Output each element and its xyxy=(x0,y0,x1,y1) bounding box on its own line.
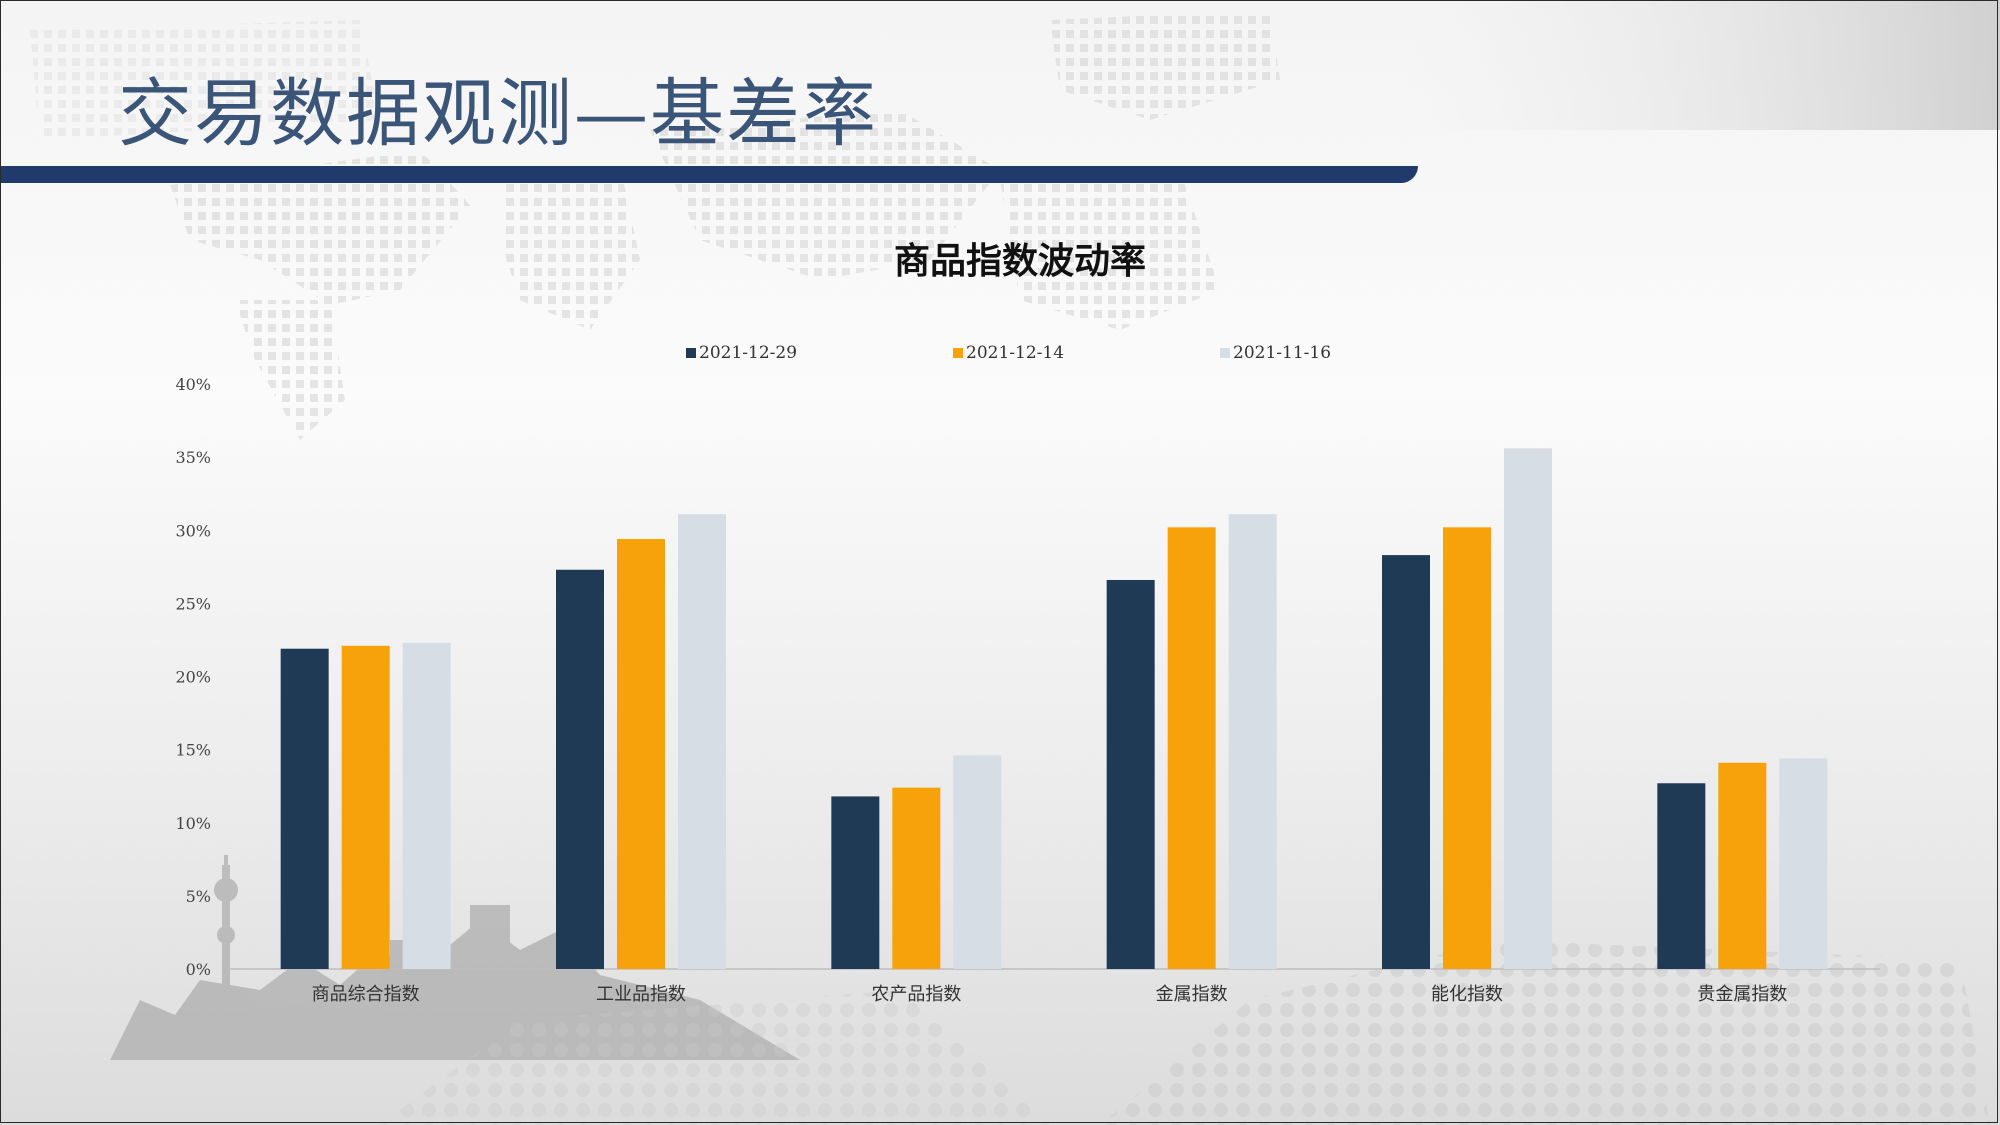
bar xyxy=(1167,527,1216,969)
y-tick-label: 35% xyxy=(175,448,211,467)
legend-item-series-2: 2021-12-14 xyxy=(953,342,1064,364)
x-tick-label: 农产品指数 xyxy=(871,984,961,1005)
y-tick-label: 15% xyxy=(175,741,211,760)
bar xyxy=(556,569,604,969)
x-tick-label: 贵金属指数 xyxy=(1697,984,1787,1005)
legend-swatch-series-1 xyxy=(686,348,696,358)
title-underline-bar xyxy=(0,166,1418,183)
legend-swatch-series-2 xyxy=(953,348,963,358)
y-tick-label: 0% xyxy=(186,960,211,979)
legend-item-series-1: 2021-12-29 xyxy=(686,342,797,364)
y-tick-label: 10% xyxy=(175,814,211,833)
bar xyxy=(831,796,880,969)
bar xyxy=(953,755,1002,969)
bar xyxy=(1106,579,1155,969)
legend-item-series-3: 2021-11-16 xyxy=(1220,342,1331,364)
bar xyxy=(1382,555,1430,969)
world-map-dots xyxy=(30,10,1280,440)
y-tick-label: 5% xyxy=(186,887,211,906)
bar xyxy=(280,648,329,969)
bar xyxy=(1443,527,1491,969)
bar xyxy=(341,645,390,969)
x-tick-label: 能化指数 xyxy=(1431,984,1503,1005)
bar xyxy=(1504,448,1552,970)
bar xyxy=(402,642,451,969)
y-tick-label: 30% xyxy=(175,521,211,540)
bar xyxy=(1779,758,1828,969)
bar xyxy=(617,539,665,969)
legend-label-series-2: 2021-12-14 xyxy=(966,343,1065,363)
slide-title: 交易数据观测—基差率 xyxy=(118,71,878,157)
x-tick-label: 金属指数 xyxy=(1156,984,1228,1005)
chart-title: 商品指数波动率 xyxy=(893,241,1146,282)
x-tick-label: 商品综合指数 xyxy=(312,984,420,1005)
bar xyxy=(1657,783,1706,969)
legend-label-series-1: 2021-12-29 xyxy=(699,343,798,363)
bar xyxy=(892,787,941,969)
bar xyxy=(678,514,726,969)
bar xyxy=(1228,514,1277,969)
x-tick-label: 工业品指数 xyxy=(596,984,686,1005)
legend-label-series-3: 2021-11-16 xyxy=(1233,343,1332,363)
y-tick-label: 25% xyxy=(175,594,211,613)
bar xyxy=(1718,762,1767,969)
y-tick-label: 40% xyxy=(175,375,211,394)
y-tick-label: 20% xyxy=(175,668,211,687)
legend-swatch-series-3 xyxy=(1220,348,1230,358)
